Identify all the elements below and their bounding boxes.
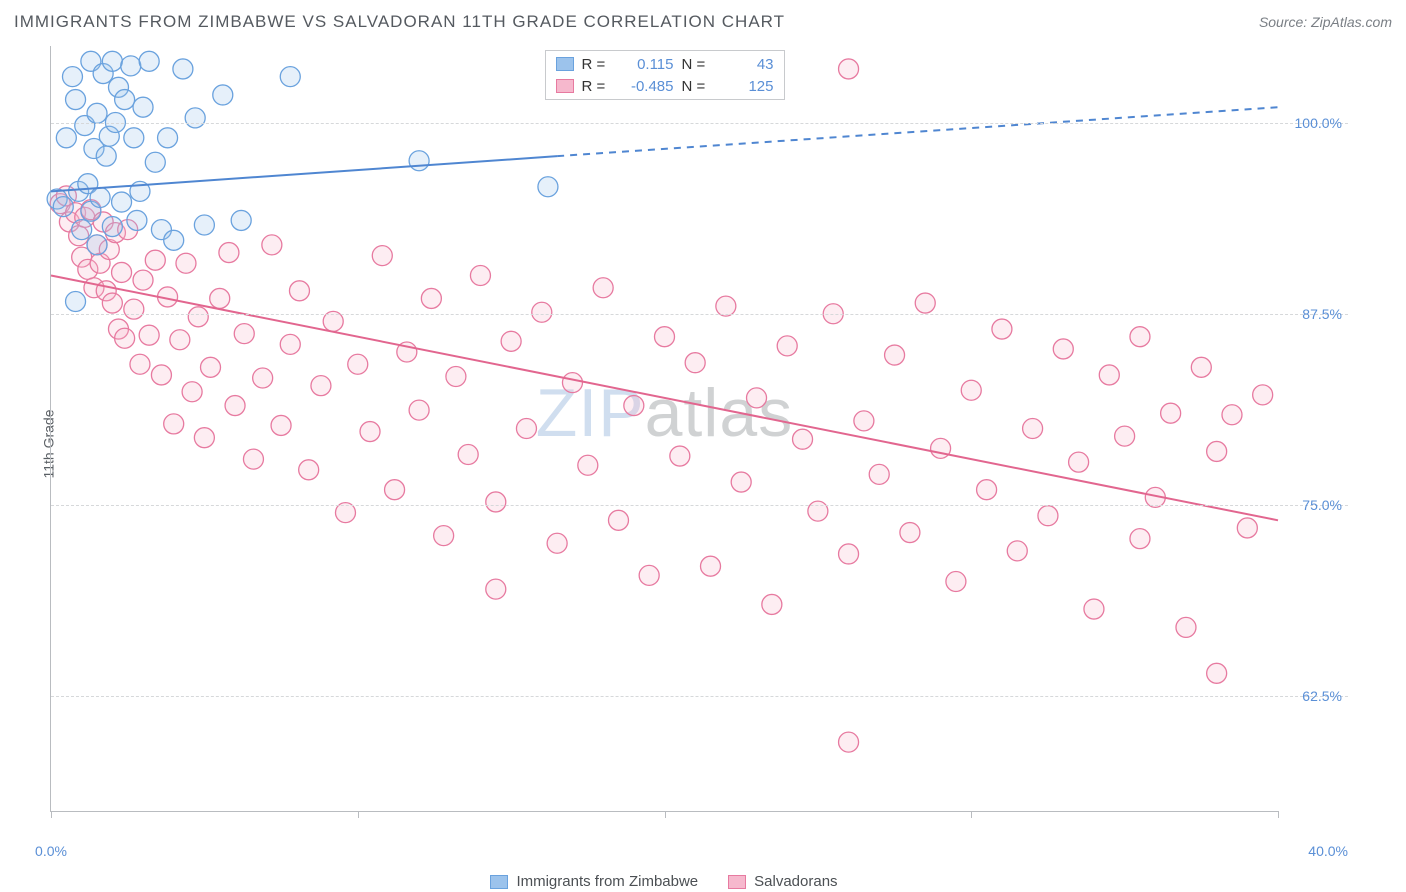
y-tick-label: 75.0% <box>1302 497 1342 513</box>
legend-item-pink: Salvadorans <box>728 873 837 890</box>
stats-row-blue: R = 0.115 N = 43 <box>546 53 784 75</box>
stats-legend: R = 0.115 N = 43 R = -0.485 N = 125 <box>545 50 785 100</box>
chart-title: IMMIGRANTS FROM ZIMBABWE VS SALVADORAN 1… <box>14 12 785 32</box>
swatch-pink <box>556 79 574 93</box>
swatch-blue <box>556 57 574 71</box>
swatch-pink <box>728 875 746 889</box>
x-tick-label: 40.0% <box>1308 843 1348 859</box>
y-tick-label: 87.5% <box>1302 306 1342 322</box>
swatch-blue <box>490 875 508 889</box>
bottom-legend: Immigrants from Zimbabwe Salvadorans <box>50 873 1278 890</box>
y-tick-label: 100.0% <box>1295 115 1342 131</box>
source-text: Source: ZipAtlas.com <box>1259 14 1392 30</box>
x-tick-label: 0.0% <box>35 843 67 859</box>
legend-item-blue: Immigrants from Zimbabwe <box>490 873 698 890</box>
y-tick-label: 62.5% <box>1302 688 1342 704</box>
plot-area: ZIPatlas R = 0.115 N = 43 R = -0.485 N =… <box>50 46 1278 812</box>
stats-row-pink: R = -0.485 N = 125 <box>546 75 784 97</box>
